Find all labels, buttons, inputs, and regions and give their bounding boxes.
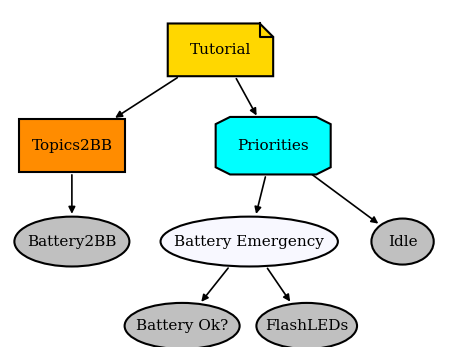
Ellipse shape	[161, 217, 338, 266]
Ellipse shape	[14, 217, 129, 266]
FancyBboxPatch shape	[19, 119, 125, 172]
Polygon shape	[216, 117, 331, 175]
Ellipse shape	[256, 303, 357, 347]
Text: Idle: Idle	[388, 235, 417, 248]
Ellipse shape	[371, 219, 434, 264]
Text: Battery2BB: Battery2BB	[27, 235, 116, 248]
Text: Battery Ok?: Battery Ok?	[136, 319, 228, 333]
Text: Priorities: Priorities	[237, 139, 309, 153]
Polygon shape	[168, 24, 273, 76]
Text: Topics2BB: Topics2BB	[31, 139, 112, 153]
Text: Battery Emergency: Battery Emergency	[174, 235, 324, 248]
Text: FlashLEDs: FlashLEDs	[265, 319, 348, 333]
Text: Tutorial: Tutorial	[190, 43, 251, 57]
Ellipse shape	[125, 303, 240, 347]
